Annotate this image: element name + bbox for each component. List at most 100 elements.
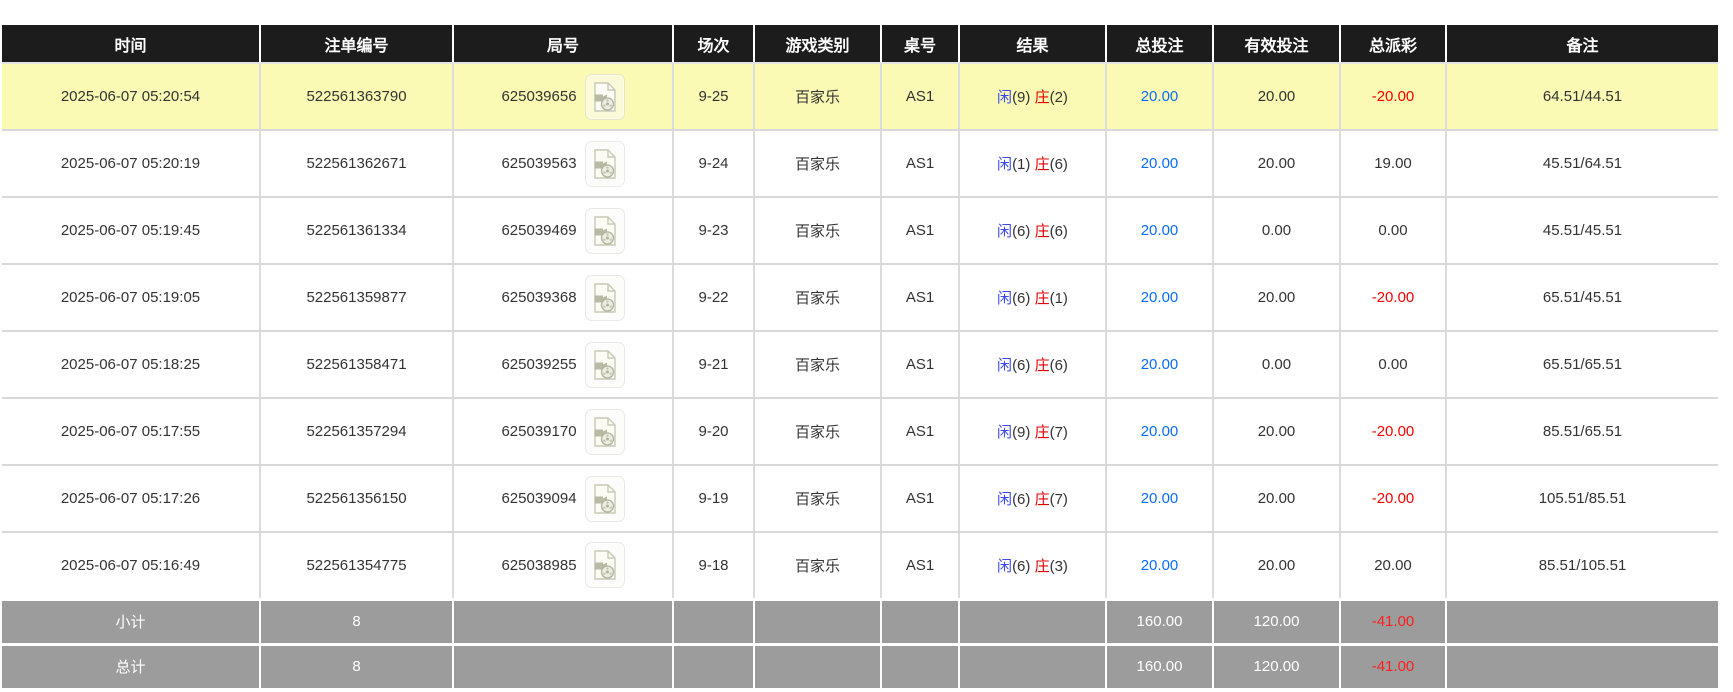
summary-empty-table: [881, 644, 960, 691]
cell-payout: 0.00: [1340, 197, 1447, 265]
video-replay-button[interactable]: [584, 542, 625, 589]
table-footer: 小计 8 160.00 120.00 -41.00 总计 8 160.00 12…: [2, 597, 1718, 691]
col-payout: 总派彩: [1340, 25, 1447, 64]
col-time: 时间: [2, 25, 261, 64]
player-result-value: (1): [1012, 156, 1031, 173]
player-result-label: 闲: [997, 357, 1013, 374]
video-replay-button[interactable]: [584, 341, 625, 388]
video-icon: [592, 550, 618, 580]
cell-bet-no: 522561358471: [260, 331, 454, 399]
cell-result: 闲(6) 庄(7): [959, 465, 1107, 533]
cell-total-bet: 20.00: [1106, 532, 1214, 600]
summary-row: 小计 8 160.00 120.00 -41.00: [2, 597, 1718, 646]
cell-result: 闲(6) 庄(6): [959, 331, 1107, 399]
cell-table-no: AS1: [881, 331, 960, 399]
banker-result-label: 庄: [1034, 223, 1050, 240]
cell-time: 2025-06-07 05:19:05: [2, 264, 261, 332]
cell-game-type: 百家乐: [754, 130, 882, 198]
col-total-bet: 总投注: [1106, 25, 1214, 64]
table-row: 2025-06-07 05:19:45 522561361334 6250394…: [2, 197, 1718, 265]
round-no-text: 625039255: [501, 356, 577, 373]
cell-remark: 64.51/44.51: [1446, 63, 1718, 131]
cell-valid-bet: 20.00: [1213, 130, 1341, 198]
banker-result-value: (6): [1049, 223, 1068, 240]
summary-total-bet: 160.00: [1106, 644, 1214, 691]
cell-game-type: 百家乐: [754, 197, 882, 265]
cell-round-no: 625038985: [453, 532, 674, 600]
video-replay-button[interactable]: [584, 408, 625, 455]
cell-valid-bet: 0.00: [1213, 331, 1341, 399]
video-replay-button[interactable]: [584, 73, 625, 120]
video-replay-button[interactable]: [584, 207, 625, 254]
player-result-label: 闲: [997, 424, 1013, 441]
summary-empty-table: [881, 597, 960, 646]
video-icon: [592, 282, 618, 313]
cell-game-type: 百家乐: [754, 331, 882, 399]
cell-result: 闲(9) 庄(7): [959, 398, 1107, 466]
cell-payout: 19.00: [1340, 130, 1447, 198]
cell-valid-bet: 20.00: [1213, 398, 1341, 466]
banker-result-label: 庄: [1034, 357, 1050, 374]
col-session: 场次: [673, 25, 755, 64]
summary-empty-game: [754, 597, 882, 646]
summary-empty-round: [453, 644, 674, 691]
round-no-text: 625039368: [501, 289, 577, 306]
player-result-label: 闲: [997, 491, 1013, 508]
cell-session: 9-24: [673, 130, 755, 198]
video-replay-button[interactable]: [584, 475, 625, 522]
cell-total-bet: 20.00: [1106, 130, 1214, 198]
cell-game-type: 百家乐: [754, 398, 882, 466]
table-body: 2025-06-07 05:20:54 522561363790 6250396…: [2, 63, 1718, 600]
round-no-text: 625039563: [501, 155, 577, 172]
player-result-label: 闲: [997, 557, 1013, 575]
summary-empty-session: [673, 644, 755, 691]
banker-result-value: (1): [1049, 290, 1068, 307]
video-icon: [592, 416, 618, 447]
cell-result: 闲(6) 庄(1): [959, 264, 1107, 332]
table-row: 2025-06-07 05:19:05 522561359877 6250393…: [2, 264, 1718, 332]
banker-result-label: 庄: [1034, 156, 1050, 173]
banker-result-label: 庄: [1034, 290, 1050, 307]
cell-round-no: 625039563: [453, 130, 674, 198]
cell-valid-bet: 20.00: [1213, 264, 1341, 332]
cell-table-no: AS1: [881, 197, 960, 265]
cell-time: 2025-06-07 05:20:54: [2, 63, 261, 131]
cell-total-bet: 20.00: [1106, 197, 1214, 265]
table-row: 2025-06-07 05:17:55 522561357294 6250391…: [2, 398, 1718, 466]
video-replay-button[interactable]: [584, 140, 625, 187]
cell-payout: -20.00: [1340, 63, 1447, 131]
cell-time: 2025-06-07 05:19:45: [2, 197, 261, 265]
cell-result: 闲(1) 庄(6): [959, 130, 1107, 198]
cell-payout: 0.00: [1340, 331, 1447, 399]
cell-session: 9-21: [673, 331, 755, 399]
cell-bet-no: 522561356150: [260, 465, 454, 533]
cell-time: 2025-06-07 05:18:25: [2, 331, 261, 399]
player-result-value: (6): [1012, 357, 1031, 374]
cell-result: 闲(9) 庄(2): [959, 63, 1107, 131]
cell-session: 9-20: [673, 398, 755, 466]
banker-result-label: 庄: [1034, 424, 1050, 441]
cell-session: 9-18: [673, 532, 755, 600]
cell-payout: -20.00: [1340, 264, 1447, 332]
player-result-value: (9): [1012, 89, 1031, 106]
cell-session: 9-19: [673, 465, 755, 533]
player-result-label: 闲: [997, 223, 1013, 240]
cell-game-type: 百家乐: [754, 465, 882, 533]
banker-result-value: (7): [1049, 424, 1068, 441]
banker-result-value: (6): [1049, 357, 1068, 374]
table-row: 2025-06-07 05:18:25 522561358471 6250392…: [2, 331, 1718, 399]
cell-result: 闲(6) 庄(6): [959, 197, 1107, 265]
player-result-label: 闲: [997, 290, 1013, 307]
video-icon: [592, 148, 618, 179]
cell-total-bet: 20.00: [1106, 331, 1214, 399]
player-result-value: (6): [1012, 491, 1031, 508]
cell-payout: -20.00: [1340, 465, 1447, 533]
video-replay-button[interactable]: [584, 274, 625, 321]
cell-session: 9-25: [673, 63, 755, 131]
summary-total-bet: 160.00: [1106, 597, 1214, 646]
video-icon: [592, 81, 618, 112]
cell-bet-no: 522561361334: [260, 197, 454, 265]
round-no-text: 625039094: [501, 490, 577, 507]
video-icon: [592, 483, 618, 514]
summary-label: 总计: [2, 644, 261, 691]
